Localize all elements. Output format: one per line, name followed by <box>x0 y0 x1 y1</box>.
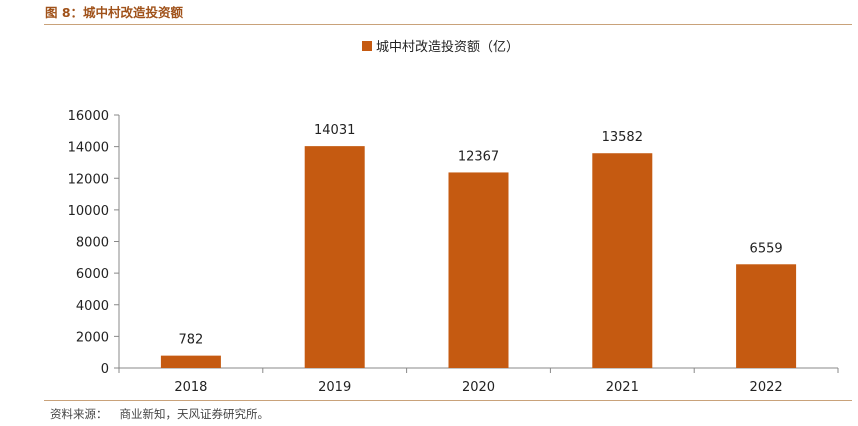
x-tick-label: 2020 <box>462 380 495 395</box>
chart-legend: 城中村改造投资额（亿） <box>362 39 519 55</box>
legend-label: 城中村改造投资额（亿） <box>376 39 519 55</box>
y-tick-label: 6000 <box>76 267 109 282</box>
legend-swatch <box>362 41 372 51</box>
y-tick-label: 0 <box>101 362 109 377</box>
x-tick-label: 2018 <box>174 380 207 395</box>
y-tick-label: 8000 <box>76 236 109 251</box>
bar-2021 <box>592 153 653 368</box>
y-tick-label: 2000 <box>76 330 109 345</box>
y-tick-label: 4000 <box>76 299 109 314</box>
y-tick-label: 10000 <box>68 204 109 219</box>
source-note: 资料来源： 商业新知，天风证券研究所。 <box>50 406 269 422</box>
bottom-divider <box>44 400 852 401</box>
bar-series <box>160 146 797 368</box>
data-label: 782 <box>178 333 203 348</box>
y-tick-label: 16000 <box>68 109 109 124</box>
bar-2018 <box>160 355 221 368</box>
data-label: 6559 <box>750 241 783 256</box>
data-label: 12367 <box>458 149 499 164</box>
y-axis: 0 2000 4000 6000 8000 10000 12000 14000 16000 <box>68 109 120 377</box>
x-tick-label: 2019 <box>318 380 351 395</box>
data-labels: 782 14031 12367 13582 6559 <box>178 123 782 347</box>
y-tick-label: 14000 <box>68 141 109 156</box>
bar-chart: 城中村改造投资额（亿） 0 2000 4000 6000 8000 10000 12000 1… <box>68 39 839 395</box>
source-text: 商业新知，天风证券研究所。 <box>119 407 270 421</box>
figure-title: 图 8：城中村改造投资额 <box>45 5 184 20</box>
y-tick-label: 12000 <box>68 172 109 187</box>
source-label: 资料来源： <box>50 407 108 421</box>
bar-2022 <box>736 264 797 368</box>
data-label: 13582 <box>602 130 643 145</box>
x-tick-label: 2022 <box>750 380 783 395</box>
bar-2019 <box>304 146 365 368</box>
x-axis: 2018 2019 2020 2021 2022 <box>118 367 839 395</box>
bar-2020 <box>448 172 509 368</box>
top-divider <box>44 24 852 25</box>
x-tick-label: 2021 <box>606 380 639 395</box>
data-label: 14031 <box>314 123 355 138</box>
